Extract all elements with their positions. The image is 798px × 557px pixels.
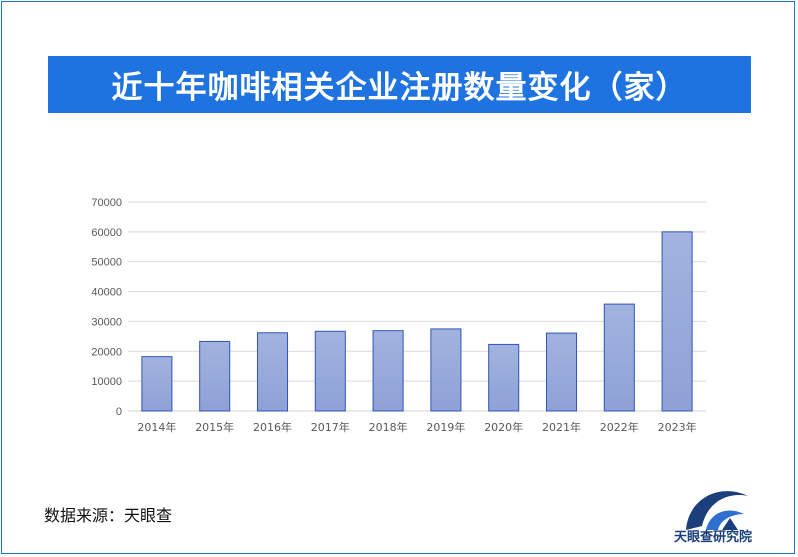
- y-axis-ticks: 0 10000 20000 30000 40000 50000 60000 70000: [91, 197, 122, 418]
- bar-2017年: [314, 330, 346, 412]
- x-tick-label: 2016年: [253, 420, 292, 434]
- data-source: 数据来源：天眼查: [44, 506, 173, 525]
- x-tick-label: 2014年: [137, 420, 176, 434]
- bar-2020年: [488, 343, 520, 412]
- chart-title: 近十年咖啡相关企业注册数量变化（家）: [111, 70, 688, 106]
- x-tick-label: 2015年: [195, 420, 234, 434]
- bar-2021年: [545, 332, 578, 412]
- bar-2014年: [141, 356, 173, 412]
- logo-text: 天眼查研究院: [674, 530, 753, 545]
- title-banner: 近十年咖啡相关企业注册数量变化（家）: [48, 56, 751, 113]
- bars: [141, 231, 693, 412]
- bar-2015年: [199, 340, 231, 412]
- x-tick-label: 2023年: [658, 420, 697, 434]
- tianyancha-logo-icon: [686, 491, 748, 530]
- bar-2018年: [372, 330, 404, 412]
- x-axis-ticks: 2014年 2015年 2016年 2017年 2018年 2019年 2020年 2021年…: [137, 420, 696, 434]
- bar-2016年: [256, 332, 289, 412]
- y-tick-label: 30000: [91, 316, 122, 328]
- x-tick-label: 2019年: [426, 420, 465, 434]
- y-tick-label: 20000: [91, 346, 122, 358]
- y-tick-label: 10000: [91, 376, 122, 388]
- y-tick-label: 40000: [91, 287, 122, 299]
- bar-2019年: [430, 328, 462, 412]
- bar-2023年: [661, 231, 693, 412]
- x-tick-label: 2022年: [600, 420, 639, 434]
- y-tick-label: 60000: [91, 227, 122, 239]
- bar-2022年: [603, 303, 635, 412]
- x-tick-label: 2021年: [542, 420, 581, 434]
- x-tick-label: 2018年: [369, 420, 408, 434]
- y-tick-label: 50000: [91, 257, 122, 269]
- x-tick-label: 2020年: [484, 420, 523, 434]
- y-tick-label: 0: [116, 406, 122, 418]
- x-tick-label: 2017年: [311, 420, 350, 434]
- y-tick-label: 70000: [91, 197, 122, 209]
